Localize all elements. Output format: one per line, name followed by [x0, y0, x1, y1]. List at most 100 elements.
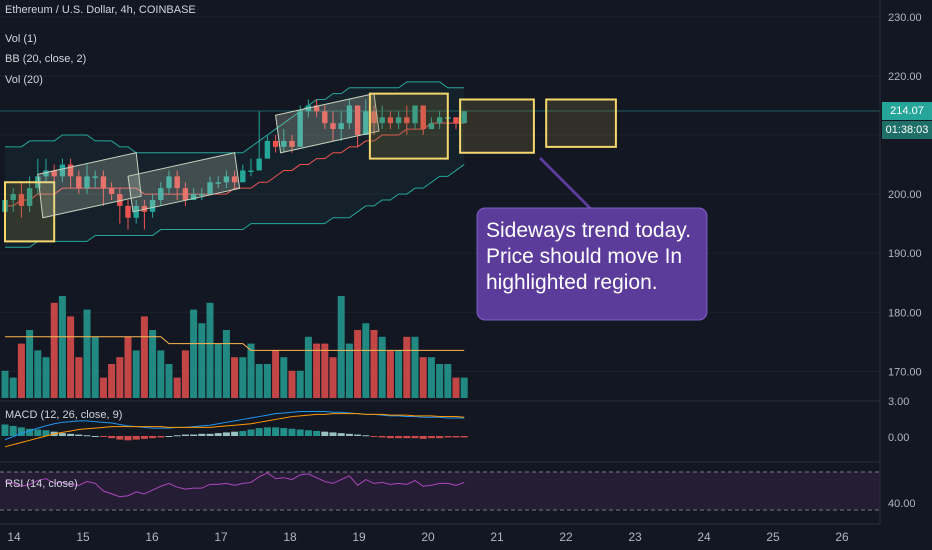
candle-body: [223, 176, 230, 183]
rsi-label: RSI (14, close): [5, 478, 78, 490]
volume-bar: [444, 364, 452, 398]
candle-body: [26, 188, 33, 206]
candle-body: [420, 105, 426, 130]
macd-histogram-bar: [1, 424, 9, 436]
volume-bar: [460, 377, 468, 398]
volume-bar: [362, 323, 370, 398]
last-price-tag: 214.07: [882, 102, 932, 120]
macd-histogram-bar: [395, 436, 403, 439]
indicator-vol1: Vol (1): [5, 33, 37, 45]
candle-body: [256, 158, 262, 171]
volume-bar: [247, 343, 255, 398]
volume-bar: [173, 377, 181, 398]
macd-histogram-bar: [190, 434, 198, 436]
candle-body: [215, 182, 221, 184]
callout[interactable]: [476, 156, 708, 321]
x-tick-label: 16: [145, 530, 159, 544]
candle-body: [248, 170, 254, 172]
macd-histogram-bar: [337, 433, 345, 436]
candle-body: [51, 170, 57, 177]
volume-bar: [206, 302, 214, 398]
macd-histogram-bar: [214, 433, 222, 436]
macd-histogram-bar: [436, 436, 444, 439]
macd-histogram-bar: [378, 436, 386, 438]
x-tick-label: 22: [559, 530, 573, 544]
x-tick-label: 14: [7, 530, 21, 544]
macd-histogram-bar: [26, 428, 34, 436]
volume-bar: [354, 330, 362, 398]
macd-histogram-bar: [403, 436, 411, 439]
volume-bar: [419, 357, 427, 398]
candle-body: [76, 176, 82, 189]
callout-bubble: [476, 207, 708, 321]
candle-body: [338, 123, 344, 130]
volume-bar: [304, 336, 312, 398]
candle-body: [453, 117, 459, 124]
callout-line: highlighted region.: [486, 271, 658, 294]
candle-body: [330, 123, 336, 130]
macd-histogram-bar: [17, 427, 25, 436]
macd-histogram-bar: [460, 436, 468, 438]
volume-bar: [214, 343, 222, 398]
y-tick-label: 220.00: [888, 71, 922, 83]
macd-histogram-bar: [140, 436, 148, 439]
macd-histogram-bar: [419, 436, 427, 439]
indicator-vol20: Vol (20): [5, 74, 43, 86]
candle-body: [387, 117, 394, 124]
highlight-box-1: [4, 181, 56, 243]
volume-bar: [9, 377, 17, 398]
volume-bar: [231, 357, 239, 398]
macd-tick-label: 0.00: [888, 432, 909, 444]
macd-histogram-bar: [452, 436, 460, 438]
highlight-box-2: [37, 152, 142, 219]
volume-ma-line: [5, 336, 465, 351]
candle-body: [108, 188, 115, 195]
candle-body: [346, 105, 353, 124]
volume-bar: [272, 350, 280, 398]
candle-body: [313, 105, 320, 112]
volume-bar: [263, 364, 271, 398]
volume-bar: [222, 330, 230, 398]
volume-bar: [181, 350, 189, 398]
macd-histogram-bar: [9, 425, 17, 436]
macd-histogram-bar: [255, 428, 263, 436]
highlight-boxes[interactable]: [4, 92, 617, 243]
macd-histogram-bar: [165, 436, 173, 437]
candle-body: [281, 140, 287, 147]
candle-body: [371, 111, 377, 124]
macd-histogram-bar: [386, 436, 394, 439]
candle-body: [92, 176, 98, 178]
volume-bar: [149, 330, 157, 398]
macd-histogram-bar: [362, 435, 370, 437]
x-tick-label: 17: [214, 530, 228, 544]
y-tick-label: 180.00: [888, 307, 922, 319]
x-tick-label: 18: [283, 530, 297, 544]
volume-bar: [411, 336, 419, 398]
macd-histogram-bar: [239, 430, 247, 436]
macd-histogram-bar: [124, 436, 132, 441]
y-tick-label: 170.00: [888, 366, 922, 378]
x-tick-label: 23: [628, 530, 642, 544]
macd-histogram-bar: [427, 436, 435, 439]
highlight-box-4: [275, 93, 380, 154]
candle-body: [166, 176, 172, 189]
candle-body: [354, 105, 361, 135]
macd-histogram-bar: [116, 436, 124, 440]
macd-histogram-bar: [42, 430, 50, 436]
candle-body: [395, 117, 402, 124]
x-tick-label: 21: [490, 530, 504, 544]
volume-bar: [83, 309, 91, 398]
x-tick-label: 20: [421, 530, 435, 544]
axes: 230.00 220.00 21 0.00 200.00 190.00 180.00 170.…: [0, 0, 922, 544]
highlight-box-3: [127, 152, 241, 213]
chart-title: Ethereum / U.S. Dollar, 4h, COINBASE: [5, 4, 196, 16]
x-tick-label: 26: [835, 530, 849, 544]
candle-body: [264, 140, 271, 159]
macd-histogram-bar: [370, 436, 378, 437]
signal-line: [4, 413, 465, 448]
candle-body: [363, 111, 369, 135]
volume-bar: [58, 296, 66, 398]
candle-body: [190, 194, 197, 200]
x-tick-label: 24: [697, 530, 711, 544]
